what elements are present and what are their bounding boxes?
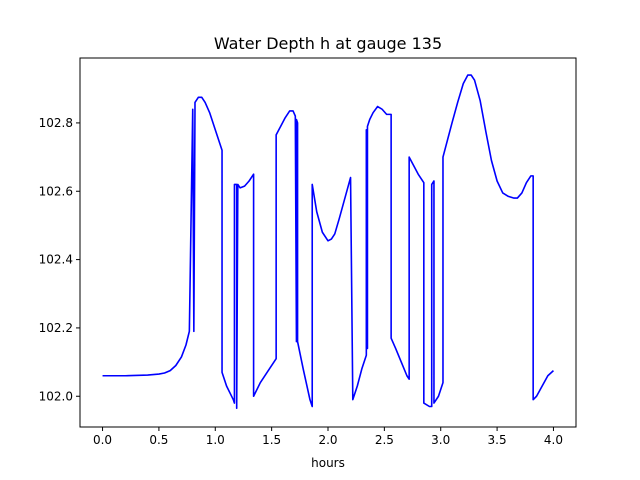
y-tick-label: 102.8 <box>39 116 73 130</box>
x-tick-label: 0.0 <box>93 433 112 447</box>
x-axis: 0.0 0.5 1.0 1.5 2.0 2.5 3.0 3.5 4.0 <box>93 427 563 447</box>
chart-title: Water Depth h at gauge 135 <box>214 34 442 53</box>
x-tick-label: 1.0 <box>206 433 225 447</box>
x-tick-label: 0.5 <box>149 433 168 447</box>
x-tick-label: 3.0 <box>431 433 450 447</box>
y-tick-label: 102.4 <box>39 253 73 267</box>
x-axis-label: hours <box>311 456 345 470</box>
y-axis: 102.0 102.2 102.4 102.6 102.8 <box>39 116 80 403</box>
y-tick-label: 102.2 <box>39 321 73 335</box>
x-tick-label: 3.5 <box>488 433 507 447</box>
x-tick-label: 4.0 <box>544 433 563 447</box>
x-tick-label: 1.5 <box>262 433 281 447</box>
y-tick-label: 102.6 <box>39 184 73 198</box>
y-tick-label: 102.0 <box>39 389 73 403</box>
x-tick-label: 2.5 <box>375 433 394 447</box>
series-line-0 <box>102 74 554 410</box>
x-tick-label: 2.0 <box>318 433 337 447</box>
